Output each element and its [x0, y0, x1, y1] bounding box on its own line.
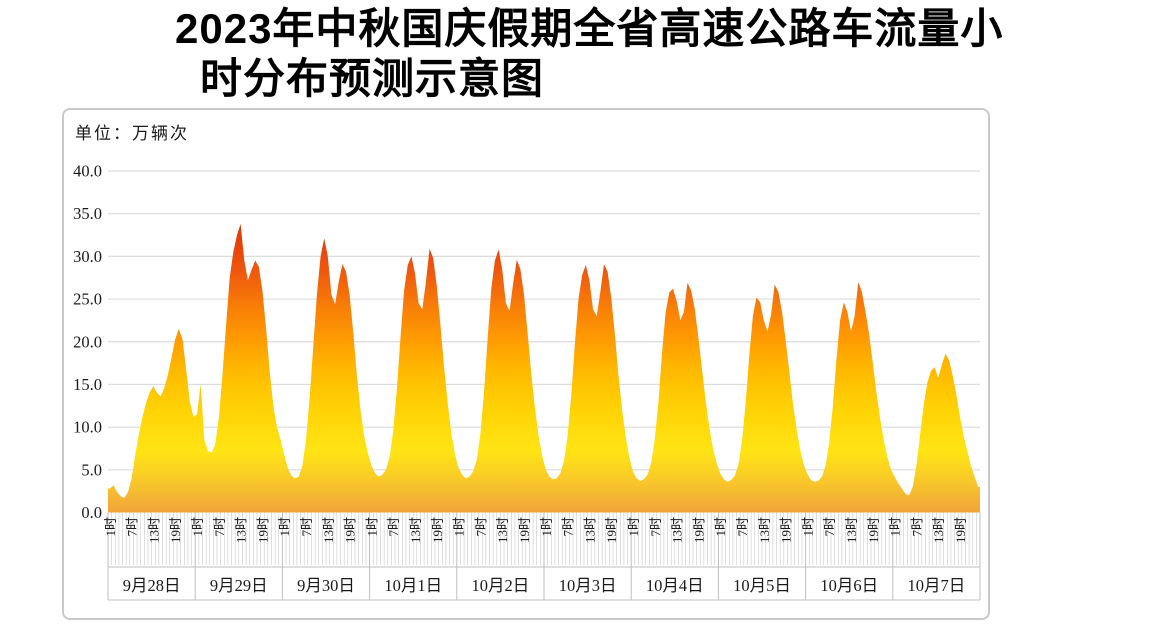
date-label: 9月28日 — [123, 576, 181, 595]
hour-tick-label: 7时 — [299, 517, 314, 537]
hour-tick-label: 19时 — [691, 517, 706, 543]
date-label: 10月3日 — [559, 576, 617, 595]
y-axis-tick-label: 20.0 — [73, 332, 102, 351]
hour-tick-label: 7时 — [386, 517, 401, 537]
hour-tick-label: 7时 — [212, 517, 227, 537]
hour-tick-label: 1时 — [364, 517, 379, 537]
hour-tick-label: 7时 — [473, 517, 488, 537]
area-chart-svg: 40.035.030.025.020.015.010.05.00.01时 7时 13… — [73, 162, 981, 601]
chart-container: 40.0 35.0 30.0 25.0 20.0 15.0 10.0 5.0 0.0 1时 7时 13… — [62, 108, 990, 620]
hour-tick-label: 13时 — [321, 517, 336, 543]
hour-tick-label: 19时 — [430, 517, 445, 543]
date-label: 9月29日 — [210, 576, 268, 595]
hour-tick-label: 7时 — [125, 517, 140, 537]
date-label: 10月2日 — [472, 576, 530, 595]
hour-tick-label: 1时 — [103, 517, 118, 537]
hour-tick-label: 13时 — [757, 517, 772, 543]
y-axis-tick-label: 30.0 — [73, 247, 102, 266]
hour-tick-label: 1时 — [713, 517, 728, 537]
hour-tick-label: 1时 — [277, 517, 292, 537]
hour-tick-label: 1时 — [800, 517, 815, 537]
hour-tick-label: 1时 — [452, 517, 467, 537]
hour-tick-label: 13时 — [582, 517, 597, 543]
hour-tick-label: 19时 — [343, 517, 358, 543]
hour-tick-label: 7时 — [822, 517, 837, 537]
hour-tick-label: 7时 — [909, 517, 924, 537]
y-axis-tick-label: 5.0 — [81, 460, 102, 479]
chart-title: 2023年中秋国庆假期全省高速公路车流量小 时分布预测示意图 — [175, 4, 1003, 104]
y-axis-tick-label: 25.0 — [73, 290, 102, 309]
hour-tick-label: 19时 — [517, 517, 532, 543]
y-axis-tick-label: 15.0 — [73, 375, 102, 394]
hour-tick-label: 13时 — [931, 517, 946, 543]
hour-tick-label: 13时 — [844, 517, 859, 543]
hour-tick-label: 19时 — [779, 517, 794, 543]
hour-tick-label: 19时 — [255, 517, 270, 543]
hour-tick-label: 13时 — [495, 517, 510, 543]
hour-tick-label: 13时 — [670, 517, 685, 543]
y-axis-tick-label: 10.0 — [73, 418, 102, 437]
hour-tick-label: 1时 — [539, 517, 554, 537]
hour-tick-label: 7时 — [648, 517, 663, 537]
date-label: 10月4日 — [646, 576, 704, 595]
hour-tick-label: 19时 — [604, 517, 619, 543]
hour-tick-label: 13时 — [146, 517, 161, 543]
hour-tick-label: 19时 — [953, 517, 968, 543]
chart-title-line1: 2023年中秋国庆假期全省高速公路车流量小 — [175, 5, 1004, 52]
traffic-area-series — [108, 223, 980, 513]
hour-tick-label: 1时 — [190, 517, 205, 537]
date-label: 10月5日 — [733, 576, 791, 595]
y-axis-tick-label: 0.0 — [81, 503, 102, 522]
chart-title-line2: 时分布预测示意图 — [200, 55, 545, 102]
date-label: 9月30日 — [297, 576, 355, 595]
date-label: 10月7日 — [908, 576, 966, 595]
hour-tick-label: 7时 — [561, 517, 576, 537]
hour-tick-label: 1时 — [888, 517, 903, 537]
hour-tick-label: 13时 — [234, 517, 249, 543]
hour-tick-label: 7时 — [735, 517, 750, 537]
y-axis-tick-label: 35.0 — [73, 204, 102, 223]
hour-tick-label: 13时 — [408, 517, 423, 543]
date-label: 10月6日 — [820, 576, 878, 595]
hour-tick-label: 1时 — [626, 517, 641, 537]
hour-tick-label: 19时 — [168, 517, 183, 543]
y-axis-tick-label: 40.0 — [73, 162, 102, 181]
date-label: 10月1日 — [384, 576, 442, 595]
unit-label: 单位：万辆次 — [75, 124, 189, 143]
hour-tick-label: 19时 — [866, 517, 881, 543]
